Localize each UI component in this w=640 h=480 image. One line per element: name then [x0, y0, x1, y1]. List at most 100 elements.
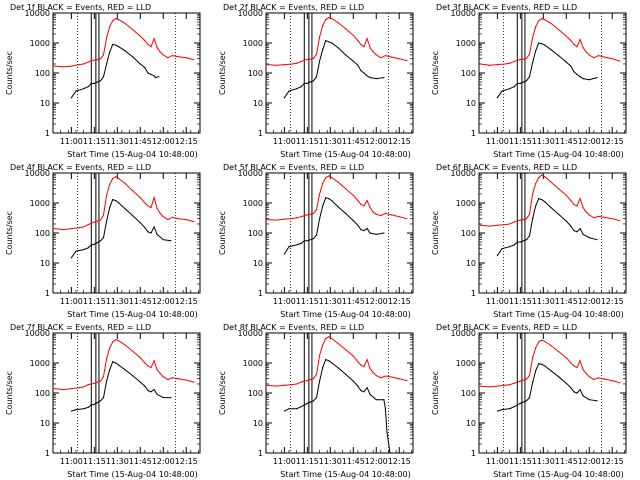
data-point: [352, 194, 354, 196]
data-point: [105, 380, 108, 382]
panel-det-4f: Det 4f BLACK = Events, RED = LLD Counts/s…: [0, 160, 213, 320]
data-point: [352, 380, 354, 382]
data-point: [144, 227, 146, 229]
y-tick-label: 100: [461, 229, 476, 238]
events-series-line: [71, 361, 171, 412]
data-point: [565, 382, 567, 384]
x-tick-label: 12:15: [601, 137, 624, 146]
y-tick-label: 10: [40, 99, 50, 108]
x-tick-label: 11:15: [296, 297, 319, 306]
data-point: [585, 51, 587, 53]
data-point: [352, 219, 354, 222]
data-point: [372, 211, 374, 213]
data-point: [528, 53, 531, 55]
data-point: [535, 347, 537, 349]
x-tick-label: 11:00: [486, 137, 509, 146]
data-point: [516, 404, 518, 406]
data-point: [596, 77, 598, 79]
data-point: [83, 63, 85, 65]
data-point: [156, 393, 158, 395]
data-point: [360, 390, 362, 392]
data-point: [593, 217, 595, 219]
x-tick-label: 11:45: [129, 457, 152, 466]
data-point: [150, 367, 152, 369]
data-point: [375, 399, 377, 401]
data-point: [383, 232, 385, 234]
data-point: [132, 215, 134, 217]
data-point: [544, 340, 546, 343]
data-point: [167, 218, 169, 221]
data-point: [582, 395, 584, 397]
data-point: [296, 383, 298, 385]
data-point: [147, 72, 149, 74]
data-point: [132, 189, 134, 192]
data-point: [144, 362, 146, 364]
data-point: [596, 239, 598, 241]
x-tick-label: 12:00: [152, 297, 175, 306]
data-point: [366, 75, 368, 77]
data-point: [147, 365, 149, 367]
data-point: [588, 376, 590, 378]
data-point: [363, 205, 365, 207]
data-point: [150, 391, 152, 393]
data-point: [366, 387, 368, 389]
data-point: [159, 372, 161, 375]
data-point: [315, 53, 318, 55]
x-tick-label: 11:30: [106, 137, 129, 146]
data-point: [63, 388, 65, 391]
chart-det-5f: Det 5f BLACK = Events, RED = LLD Counts/s…: [218, 163, 414, 319]
data-point: [322, 367, 324, 369]
data-point: [579, 228, 581, 230]
data-point: [147, 205, 149, 207]
data-point: [193, 381, 195, 383]
x-tick-label: 12:00: [365, 457, 388, 466]
data-point: [366, 228, 368, 230]
x-tick-label: 11:30: [106, 297, 129, 306]
data-point: [291, 63, 293, 65]
data-point: [153, 388, 155, 391]
data-point: [588, 214, 590, 216]
data-point: [132, 375, 134, 377]
data-point: [296, 88, 298, 90]
data-point: [384, 212, 387, 215]
data-point: [352, 355, 354, 357]
data-point: [345, 373, 347, 375]
data-point: [283, 253, 285, 255]
data-point: [325, 19, 327, 21]
data-point: [565, 357, 567, 359]
data-point: [337, 181, 339, 183]
data-point: [585, 372, 587, 375]
data-point: [83, 88, 85, 90]
x-tick-label: 11:15: [83, 137, 106, 146]
y-tick-label: 10: [253, 259, 263, 268]
data-point: [90, 59, 92, 62]
data-point: [619, 60, 621, 62]
data-point: [528, 235, 531, 237]
x-tick-label: 11:00: [273, 457, 296, 466]
y-tick-label: 100: [248, 69, 263, 78]
y-tick-label: 1000: [30, 359, 50, 368]
panel-det-8f: Det 8f BLACK = Events, RED = LLD Counts/s…: [213, 320, 426, 480]
data-point: [118, 19, 120, 21]
data-point: [162, 239, 164, 241]
data-point: [528, 76, 531, 78]
chart-title: Det 8f BLACK = Events, RED = LLD: [223, 323, 364, 332]
y-tick-label: 1000: [456, 359, 476, 368]
data-point: [369, 207, 371, 209]
data-point: [550, 345, 552, 347]
data-point: [303, 404, 305, 406]
data-point: [603, 216, 606, 219]
y-tick-label: 100: [461, 389, 476, 398]
plot-frame: [52, 172, 201, 294]
x-tick-label: 11:00: [60, 137, 83, 146]
data-point: [516, 82, 518, 85]
data-point: [573, 365, 575, 367]
data-point: [53, 65, 56, 67]
y-axis-label: Counts/sec: [218, 51, 227, 95]
y-axis-label: Counts/sec: [431, 51, 440, 95]
data-point: [70, 388, 72, 390]
data-point: [582, 369, 584, 371]
data-point: [63, 66, 65, 68]
data-point: [315, 397, 318, 399]
data-point: [309, 58, 312, 60]
